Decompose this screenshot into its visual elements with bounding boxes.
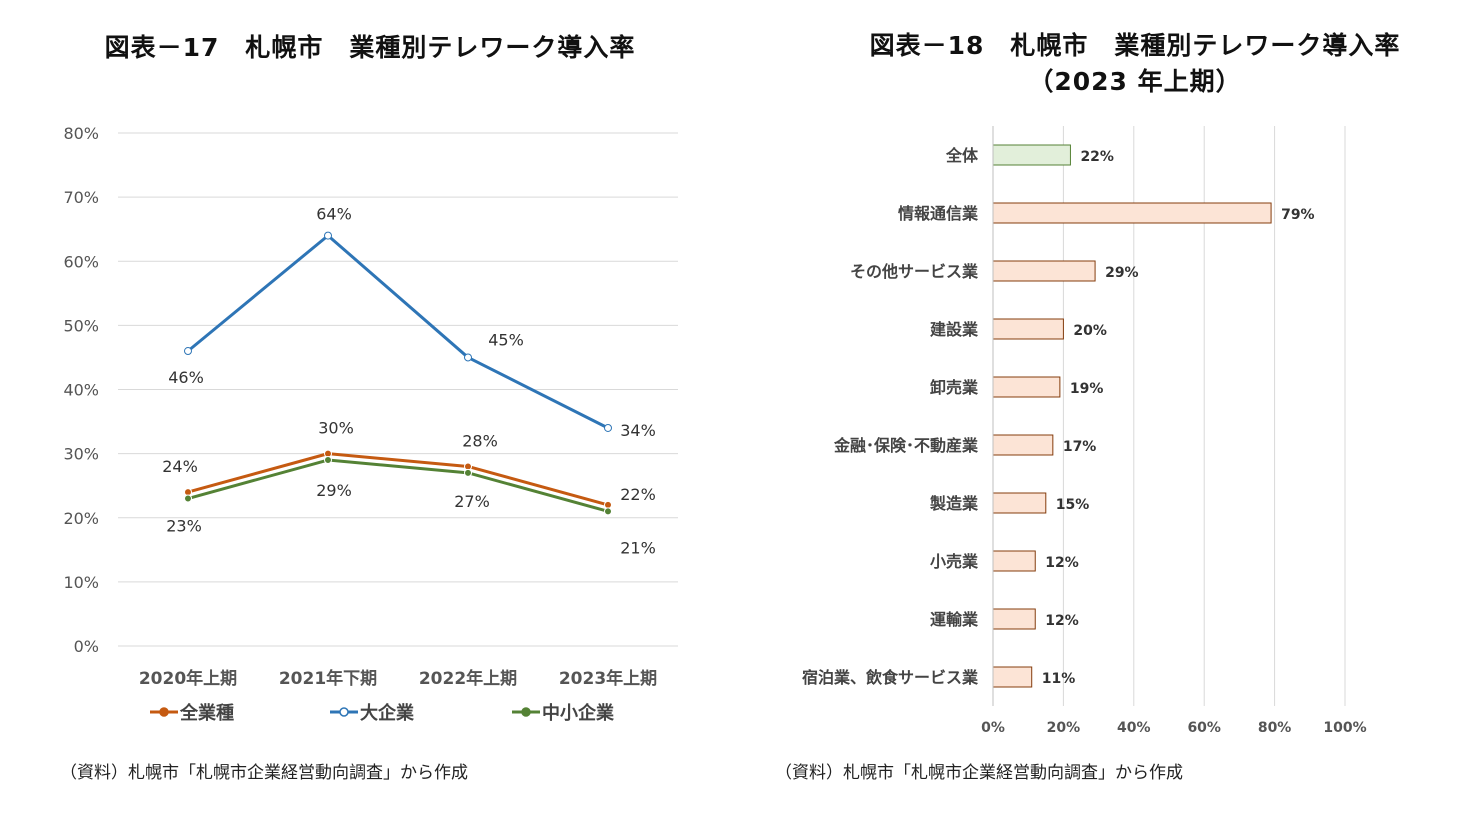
line-chart-x-tick: 2021年下期: [279, 668, 377, 689]
legend-label-1: 全業種: [179, 702, 234, 724]
bar-category-label: 建設業: [930, 320, 979, 339]
line-chart-y-tick: 20%: [63, 509, 99, 528]
bar-category-label: 宿泊業、飲食サービス業: [802, 668, 979, 687]
line-chart-y-tick: 70%: [63, 188, 99, 207]
line-data-label: 23%: [166, 517, 202, 536]
line-chart-y-tick: 0%: [74, 637, 99, 656]
bar-chart-subtitle: （2023 年上期）: [1028, 67, 1242, 96]
line-data-label: 27%: [454, 492, 490, 511]
bar-data-label: 22%: [1080, 149, 1114, 165]
bar-total: [992, 144, 1071, 166]
bar-industry: [992, 666, 1033, 688]
legend-label-2: 大企業: [360, 702, 415, 724]
line-chart-y-tick: 10%: [63, 573, 99, 592]
bar-data-label: 11%: [1042, 671, 1076, 687]
line-series-2: [187, 234, 609, 430]
bar-data-label: 79%: [1281, 207, 1315, 223]
bar-category-label: 小売業: [930, 552, 979, 571]
bar-industry: [992, 318, 1064, 340]
line-chart-title: 図表－17 札幌市 業種別テレワーク導入率: [104, 33, 636, 62]
bar-category-label: 製造業: [929, 494, 979, 513]
bar-data-label: 15%: [1056, 497, 1090, 513]
bar-chart-title-main: 図表－18 札幌市 業種別テレワーク導入率: [869, 31, 1401, 60]
line-data-label: 22%: [620, 485, 656, 504]
bar-category-label: その他サービス業: [850, 262, 979, 281]
line-chart-x-tick: 2023年上期: [559, 668, 657, 689]
legend-label-3: 中小企業: [542, 702, 615, 724]
bar-data-label: 29%: [1105, 265, 1139, 281]
bar-data-label: 12%: [1045, 555, 1079, 571]
bar-industry: [992, 608, 1036, 630]
bar-chart-x-tick: 80%: [1258, 720, 1292, 736]
legend-marker-2: [339, 707, 349, 717]
bar-category-label: 全体: [945, 146, 979, 165]
line-chart-x-tick: 2022年上期: [419, 668, 517, 689]
bar-chart-x-tick: 0%: [981, 720, 1005, 736]
line-chart-y-tick: 30%: [63, 445, 99, 464]
bar-data-label: 19%: [1070, 381, 1104, 397]
line-chart-y-tick: 60%: [63, 252, 99, 271]
line-data-label: 64%: [316, 205, 352, 224]
bar-category-label: 運輸業: [930, 610, 979, 629]
line-point: [604, 423, 612, 432]
bar-chart-x-tick: 60%: [1187, 720, 1221, 736]
line-data-label: 29%: [316, 481, 352, 500]
bar-chart-x-tick: 20%: [1047, 720, 1081, 736]
line-data-label: 28%: [462, 431, 498, 450]
legend-marker-1: [159, 707, 169, 717]
line-point: [184, 347, 192, 356]
bar-chart-x-tick: 40%: [1117, 720, 1151, 736]
line-data-label: 45%: [488, 330, 524, 349]
line-chart-y-tick: 40%: [63, 381, 99, 400]
line-data-label: 46%: [168, 368, 204, 387]
bar-category-label: 卸売業: [930, 378, 979, 397]
line-point: [464, 353, 472, 362]
line-data-label: 30%: [318, 419, 354, 438]
line-chart-y-tick: 50%: [63, 316, 99, 335]
bar-industry: [992, 202, 1272, 224]
bar-category-label: 金融･保険･不動産業: [833, 436, 979, 455]
line-data-label: 34%: [620, 421, 656, 440]
line-series-1: [187, 452, 609, 507]
legend-marker-3: [521, 707, 531, 717]
bar-category-label: 情報通信業: [898, 204, 979, 223]
line-chart-x-tick: 2020年上期: [139, 668, 237, 689]
bar-chart-source: （資料）札幌市「札幌市企業経営動向調査」から作成: [775, 763, 1183, 783]
line-point: [324, 456, 332, 465]
line-point: [324, 231, 332, 240]
bar-chart-x-tick: 100%: [1323, 720, 1366, 736]
line-series-3: [187, 458, 609, 513]
bar-industry: [992, 260, 1096, 282]
line-data-label: 21%: [620, 538, 656, 557]
line-point: [604, 507, 612, 516]
line-chart-source: （資料）札幌市「札幌市企業経営動向調査」から作成: [60, 763, 468, 783]
bar-chart-title: 図表－18 札幌市 業種別テレワーク導入率 （2023 年上期）: [770, 28, 1477, 100]
line-chart-y-tick: 80%: [63, 124, 99, 143]
bar-industry: [992, 550, 1036, 572]
line-data-label: 24%: [162, 457, 198, 476]
line-point: [464, 468, 472, 477]
bar-industry: [992, 434, 1054, 456]
bar-industry: [992, 492, 1047, 514]
bar-data-label: 12%: [1045, 613, 1079, 629]
bar-industry: [992, 376, 1061, 398]
bar-data-label: 17%: [1063, 439, 1097, 455]
line-point: [184, 494, 192, 503]
bar-data-label: 20%: [1073, 323, 1107, 339]
